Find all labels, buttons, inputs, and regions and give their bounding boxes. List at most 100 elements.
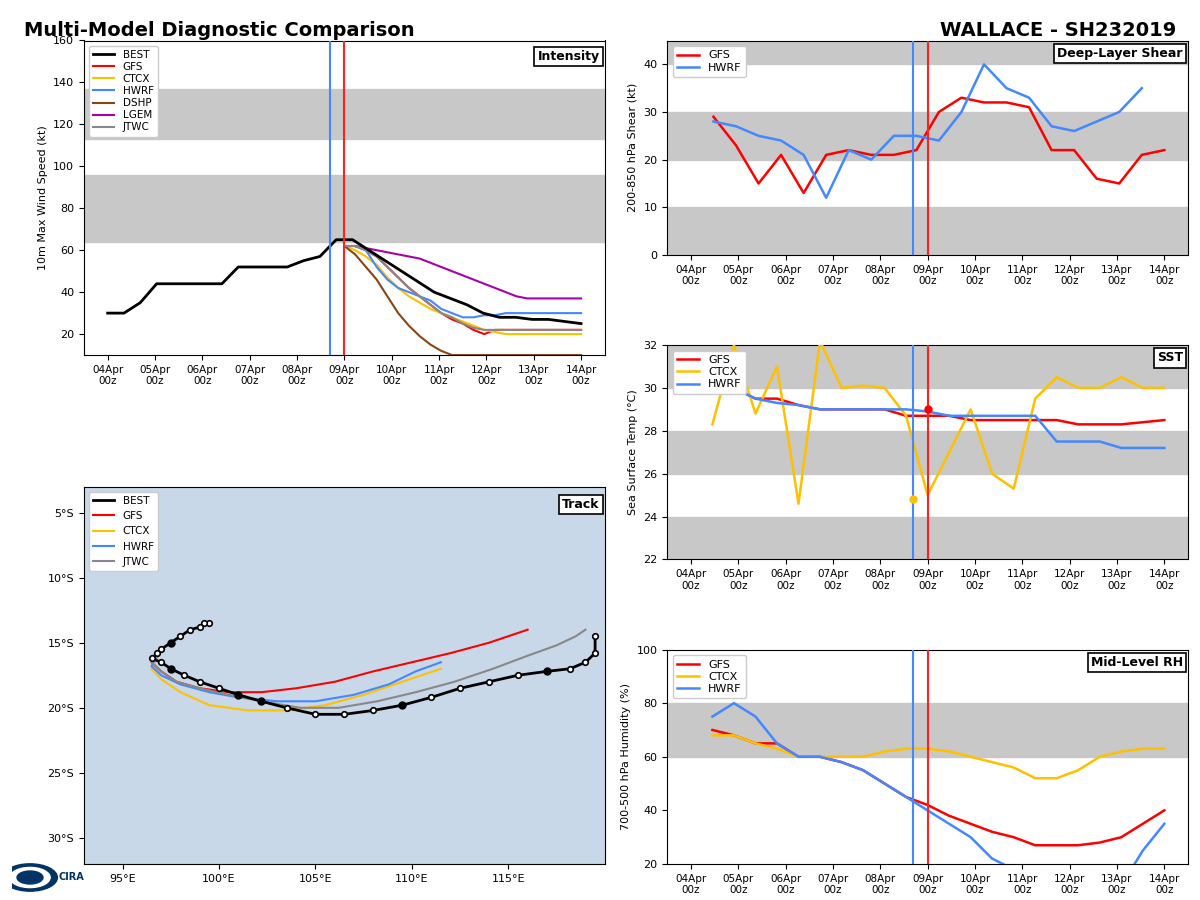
CTCX — [877, 382, 892, 393]
GFS — [797, 187, 811, 198]
CTCX — [964, 404, 978, 415]
HWRF — [856, 765, 870, 776]
GFS — [552, 325, 566, 336]
HWRF — [920, 805, 935, 815]
BEST — [198, 278, 212, 289]
GFS — [727, 730, 742, 741]
GFS — [359, 245, 373, 256]
Line: CTCX: CTCX — [344, 246, 581, 334]
HWRF — [359, 245, 373, 256]
Legend: BEST, GFS, CTCX, HWRF, JTWC: BEST, GFS, CTCX, HWRF, JTWC — [89, 491, 157, 571]
Bar — [667, 517, 1188, 560]
Legend: GFS, HWRF: GFS, HWRF — [673, 46, 746, 77]
JTWC — [478, 325, 492, 336]
GFS — [380, 262, 395, 273]
HWRF — [707, 116, 721, 127]
BEST — [116, 308, 131, 319]
CTCX — [877, 746, 892, 757]
JTWC — [434, 308, 449, 319]
HWRF — [1007, 410, 1021, 421]
HWRF — [1072, 886, 1086, 896]
HWRF — [706, 711, 720, 722]
CTCX — [749, 738, 763, 749]
Y-axis label: 700-500 hPa Humidity (%): 700-500 hPa Humidity (%) — [620, 683, 631, 831]
GFS — [769, 738, 784, 749]
DSHP — [445, 350, 460, 361]
GFS — [337, 240, 352, 251]
HWRF — [864, 154, 878, 165]
Line: CTCX: CTCX — [713, 341, 1164, 504]
Legend: GFS, CTCX, HWRF: GFS, CTCX, HWRF — [673, 351, 746, 394]
GFS — [942, 810, 956, 821]
BEST — [410, 276, 425, 287]
GFS — [1112, 178, 1127, 189]
HWRF — [402, 287, 416, 298]
DSHP — [402, 320, 416, 331]
BEST — [232, 262, 246, 273]
CTCX — [769, 743, 784, 754]
HWRF — [964, 410, 978, 421]
GFS — [985, 415, 1000, 426]
Y-axis label: 10m Max Wind Speed (kt): 10m Max Wind Speed (kt) — [37, 125, 48, 270]
JTWC — [380, 262, 395, 273]
Bar — [84, 89, 605, 140]
Line: GFS: GFS — [713, 388, 1164, 425]
JTWC — [424, 300, 438, 310]
Text: CIRA: CIRA — [59, 872, 84, 883]
GFS — [1092, 419, 1106, 430]
GFS — [434, 308, 449, 319]
GFS — [920, 410, 935, 421]
HWRF — [834, 757, 848, 768]
HWRF — [456, 312, 470, 323]
BEST — [133, 297, 148, 308]
Line: CTCX: CTCX — [713, 735, 1164, 778]
DSHP — [434, 346, 449, 356]
HWRF — [1114, 880, 1128, 891]
HWRF — [541, 308, 556, 319]
BEST — [524, 314, 539, 325]
GFS — [812, 404, 827, 415]
BEST — [492, 312, 506, 323]
HWRF — [877, 778, 892, 789]
GFS — [402, 283, 416, 293]
CTCX — [1092, 382, 1106, 393]
HWRF — [812, 404, 827, 415]
GFS — [1007, 415, 1021, 426]
CTCX — [456, 316, 470, 327]
CTCX — [1072, 765, 1086, 776]
CTCX — [834, 382, 848, 393]
Circle shape — [2, 864, 58, 891]
HWRF — [841, 145, 856, 156]
LGEM — [380, 247, 395, 257]
Text: Mid-Level RH: Mid-Level RH — [1091, 656, 1183, 669]
LGEM — [552, 293, 566, 304]
HWRF — [1022, 93, 1037, 104]
CTCX — [1092, 752, 1106, 762]
HWRF — [434, 303, 449, 314]
HWRF — [706, 381, 720, 392]
GFS — [727, 382, 742, 393]
CTCX — [530, 328, 545, 339]
HWRF — [424, 295, 438, 306]
CTCX — [1007, 483, 1021, 494]
HWRF — [920, 406, 935, 417]
Bar — [667, 703, 1188, 757]
HWRF — [899, 792, 913, 803]
DSHP — [498, 350, 512, 361]
HWRF — [769, 738, 784, 749]
JTWC — [359, 245, 373, 256]
HWRF — [834, 404, 848, 415]
DSHP — [467, 350, 481, 361]
CTCX — [985, 468, 1000, 479]
HWRF — [769, 398, 784, 409]
GFS — [413, 291, 427, 302]
BEST — [264, 262, 278, 273]
Line: HWRF: HWRF — [344, 246, 581, 318]
HWRF — [488, 310, 503, 320]
HWRF — [728, 121, 743, 131]
HWRF — [1007, 864, 1021, 875]
CTCX — [509, 328, 523, 339]
Line: JTWC: JTWC — [344, 246, 581, 330]
GFS — [563, 325, 577, 336]
CTCX — [706, 730, 720, 741]
